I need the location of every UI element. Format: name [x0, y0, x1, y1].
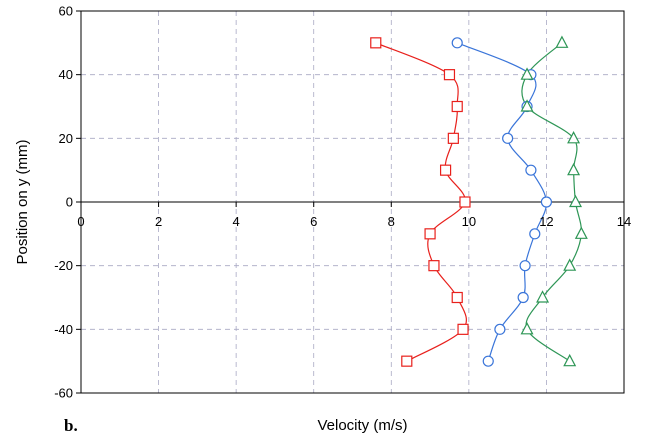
y-tick-label: 0: [66, 195, 73, 210]
series-3-point: [567, 162, 581, 176]
panel-label: b.: [64, 416, 78, 435]
series-markers: [370, 35, 588, 367]
tick-labels: 0 2 4 6 8 10 12 14 -60 -40 -20 0 20 40 60: [54, 4, 631, 401]
y-tick-label: -40: [54, 322, 73, 337]
series-1-point: [424, 228, 436, 240]
y-tick-label: 40: [59, 67, 73, 82]
x-tick-label: 14: [617, 214, 631, 229]
series-2-point: [482, 355, 494, 367]
series-1-point: [443, 69, 456, 81]
x-tick-label: 2: [155, 214, 162, 229]
series-3-point: [520, 99, 534, 112]
x-tick-label: 0: [77, 214, 84, 229]
series-1-point: [439, 164, 452, 176]
y-tick-label: -20: [54, 258, 73, 273]
series-2-point: [519, 260, 531, 272]
x-tick-label: 4: [233, 214, 240, 229]
series-2-point: [540, 196, 553, 208]
y-tick-label: 60: [59, 4, 73, 19]
x-tick-label: 10: [462, 214, 476, 229]
series-3-point: [520, 322, 534, 335]
series-2-point: [517, 291, 529, 304]
series-3-point: [567, 131, 581, 144]
y-axis-title: Position on y (mm): [14, 139, 31, 264]
series-1-point: [428, 260, 440, 272]
series-1-point: [459, 196, 471, 208]
series-1-point: [457, 323, 469, 335]
y-tick-label: 20: [59, 131, 73, 146]
series-3-point: [574, 226, 588, 239]
series-2-point: [451, 37, 463, 49]
series-3-point: [520, 67, 534, 80]
x-tick-label: 6: [310, 214, 317, 229]
series-2-point: [502, 132, 514, 144]
series-2-point: [529, 228, 541, 240]
series-1-point: [401, 355, 413, 367]
series-2-point: [525, 164, 537, 176]
series-3-point: [555, 35, 569, 48]
series-1-point: [451, 100, 463, 113]
series-2-point: [494, 323, 506, 335]
series-1-point: [447, 132, 459, 144]
y-tick-label: -60: [54, 386, 73, 401]
series-3-point: [563, 258, 577, 271]
series-1-point: [370, 37, 382, 49]
series-1-point: [451, 291, 463, 304]
x-tick-label: 12: [539, 214, 553, 229]
series-3-point: [569, 194, 583, 208]
series-3-point: [563, 353, 577, 367]
x-tick-label: 8: [388, 214, 395, 229]
series-3-point: [536, 290, 550, 303]
axes: [76, 10, 625, 394]
x-axis-title: Velocity (m/s): [317, 417, 407, 434]
